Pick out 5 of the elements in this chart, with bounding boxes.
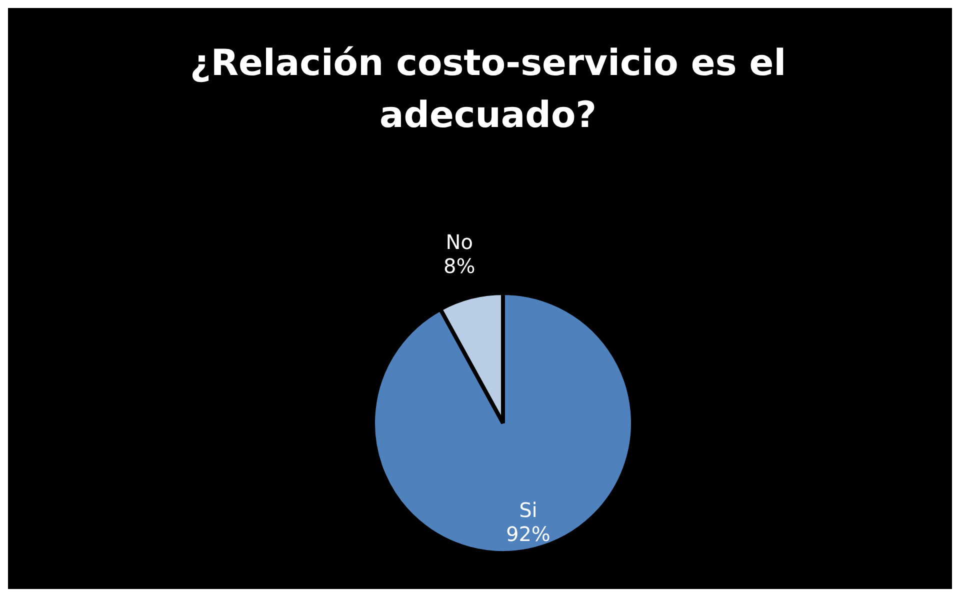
chart-title: ¿Relación costo-servicio es el adecuado? <box>188 42 788 138</box>
slice-label: Si <box>519 498 538 522</box>
data-label: 8% <box>443 254 476 278</box>
data-label: 92% <box>506 522 550 546</box>
slice-label: No <box>446 230 473 254</box>
